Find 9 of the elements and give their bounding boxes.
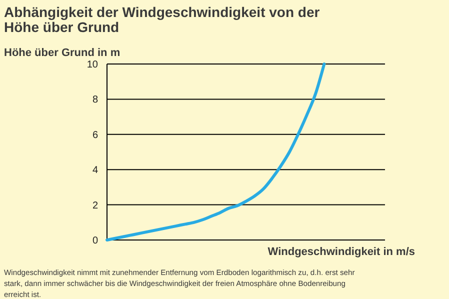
x-axis-title: Windgeschwindigkeit in m/s	[268, 246, 415, 258]
y-tick-label: 6	[92, 130, 98, 141]
y-tick-label: 8	[92, 94, 98, 106]
y-tick-label: 0	[92, 236, 98, 246]
y-tick-label: 10	[86, 60, 98, 70]
y-tick-label: 4	[92, 165, 98, 176]
y-tick-label: 2	[92, 200, 98, 212]
y-axis-title: Höhe über Grund in m	[4, 47, 120, 59]
chart-title: Abhängigkeit der Windgeschwindigkeit von der Höhe über Grund	[4, 4, 320, 35]
